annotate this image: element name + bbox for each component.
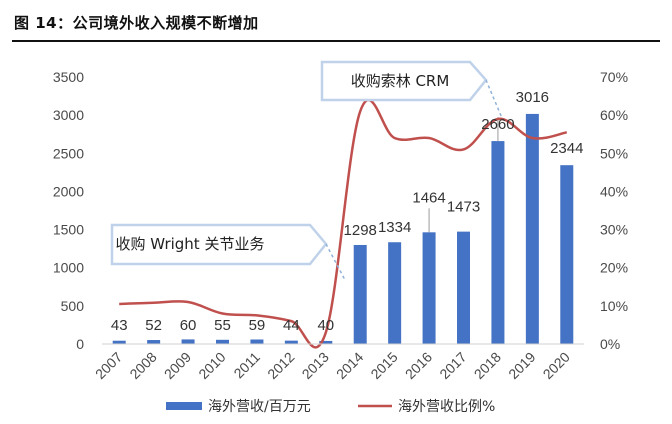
x-tick-label: 2009	[161, 349, 194, 382]
bar-value-label: 43	[111, 317, 128, 334]
bar	[353, 244, 367, 344]
right-axis: 0% 10% 20% 30% 40% 50% 60% 70%	[600, 69, 628, 352]
left-tick-label: 2500	[53, 145, 84, 161]
callout-left-label: 收购 Wright 关节业务	[116, 235, 265, 253]
bar	[250, 339, 264, 344]
right-tick-label: 40%	[600, 183, 628, 199]
bar	[491, 141, 505, 344]
left-tick-label: 500	[61, 298, 85, 314]
right-tick-label: 50%	[600, 145, 628, 161]
figure-title: 图 14：公司境外收入规模不断增加	[14, 14, 259, 32]
x-tick-label: 2011	[230, 349, 263, 382]
bar	[147, 340, 161, 344]
x-tick-label: 2013	[299, 349, 332, 382]
bar	[560, 165, 574, 344]
x-tick-label: 2010	[195, 349, 228, 382]
right-tick-label: 0%	[600, 336, 620, 352]
x-tick-label: 2017	[436, 349, 469, 382]
legend-bar-swatch	[166, 402, 202, 410]
bar	[388, 242, 402, 344]
bar-value-label: 1298	[344, 222, 377, 239]
x-tick-label: 2015	[367, 349, 400, 382]
x-tick-label: 2016	[402, 349, 435, 382]
x-tick-label: 2007	[92, 349, 125, 382]
callout-right-label: 收购索林 CRM	[351, 72, 450, 90]
bar-value-label: 1464	[412, 189, 445, 206]
bar-value-label: 1473	[447, 199, 480, 216]
bar-value-label: 44	[283, 317, 300, 334]
left-tick-label: 0	[76, 336, 84, 352]
callout-right-leader	[485, 79, 503, 119]
callout-crm: 收购索林 CRM	[320, 60, 503, 119]
bar-value-label: 2344	[550, 140, 583, 157]
legend: 海外营收/百万元 海外营收比例%	[166, 399, 495, 415]
left-tick-label: 2000	[53, 183, 84, 199]
ratio-line	[119, 99, 568, 349]
callout-right-arrow	[320, 60, 488, 102]
left-tick-label: 1500	[53, 222, 84, 238]
x-tick-label: 2020	[540, 349, 573, 382]
bar	[319, 340, 333, 344]
line-series	[119, 99, 568, 349]
x-axis: 2007 2008 2009 2010 2011 2012 2013 2014 2015 2016…	[92, 343, 584, 382]
bar-value-label: 60	[180, 317, 197, 334]
x-tick-label: 2012	[264, 349, 297, 382]
left-tick-label: 3000	[53, 107, 84, 123]
bar	[422, 232, 436, 344]
right-tick-label: 20%	[600, 260, 628, 276]
right-tick-label: 60%	[600, 107, 628, 123]
right-tick-label: 30%	[600, 222, 628, 238]
x-tick-label: 2014	[333, 349, 366, 382]
bar-value-label: 3016	[516, 89, 549, 106]
bar	[112, 340, 126, 344]
bar-value-label: 59	[249, 317, 266, 334]
bar-value-label: 52	[145, 317, 162, 334]
callout-left-arrow	[110, 223, 328, 266]
x-tick-label: 2018	[471, 349, 504, 382]
bar-value-label: 55	[214, 317, 231, 334]
x-tick-label: 2008	[126, 349, 159, 382]
bar	[181, 339, 195, 344]
left-axis: 0 500 1000 1500 2000 2500 3000 3500	[53, 69, 84, 352]
bar	[216, 339, 229, 344]
legend-line-label: 海外营收比例%	[398, 399, 495, 415]
x-tick-label: 2019	[505, 349, 538, 382]
bar-value-label: 40	[317, 317, 334, 334]
bar	[284, 340, 298, 344]
bar	[525, 113, 539, 344]
right-tick-label: 10%	[600, 298, 628, 314]
callout-wright: 收购 Wright 关节业务	[110, 223, 346, 281]
bar-value-label: 1334	[378, 219, 411, 236]
right-tick-label: 70%	[600, 69, 628, 85]
callout-left-leader	[325, 243, 346, 281]
bar	[457, 231, 470, 344]
bar-value-label: 2660	[481, 116, 514, 133]
left-tick-label: 3500	[53, 69, 84, 85]
title-rule	[12, 40, 660, 42]
legend-bar-label: 海外营收/百万元	[208, 399, 311, 415]
bar-series	[112, 113, 574, 344]
left-tick-label: 1000	[53, 260, 84, 276]
